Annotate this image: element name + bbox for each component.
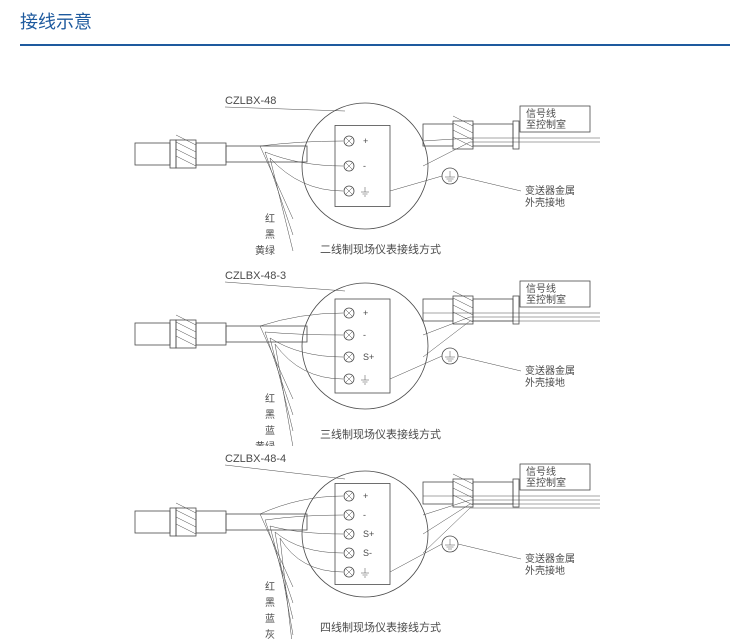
wire-label: 蓝 (265, 613, 275, 625)
terminal-symbol: + (363, 136, 368, 146)
wire-label: 黑 (265, 597, 275, 609)
model-label: CZLBX-48-3 (225, 270, 286, 282)
signal-label-1: 信号线 (526, 465, 556, 478)
signal-label-2: 至控制室 (526, 118, 566, 131)
ground-label-2: 外壳接地 (525, 564, 565, 577)
terminal-symbol: + (363, 491, 368, 501)
header-divider (20, 44, 730, 46)
ground-label-1: 变送器金属 (525, 184, 575, 197)
signal-label-2: 至控制室 (526, 293, 566, 306)
terminal-symbol: S+ (363, 529, 374, 539)
ground-label-2: 外壳接地 (525, 376, 565, 389)
ground-label-2: 外壳接地 (525, 196, 565, 209)
ground-label-1: 变送器金属 (525, 364, 575, 377)
model-label: CZLBX-48 (225, 95, 276, 107)
diagram-caption: 三线制现场仪表接线方式 (320, 427, 441, 441)
terminal-symbol: S- (363, 548, 372, 558)
wire-label: 黄绿 (255, 244, 275, 257)
diagram-two-wire: + - 红黑黄绿 信号线至控制室 变送器金属外壳接地 CZLBX-48 二线制现场… (0, 86, 750, 261)
wire-label: 黑 (265, 229, 275, 241)
diagram-four-wire: +-S+S- 红黑蓝灰黄绿 信号线至控制室 变送器金属外壳接地 CZLBX-48… (0, 444, 750, 639)
signal-label-1: 信号线 (526, 107, 556, 120)
header: 接线示意 (0, 0, 750, 40)
diagram-caption: 二线制现场仪表接线方式 (320, 242, 441, 256)
model-label: CZLBX-48-4 (225, 453, 286, 465)
wire-label: 蓝 (265, 425, 275, 437)
page-title: 接线示意 (20, 12, 92, 32)
wiring-diagram-two-wire: + - 红黑黄绿 信号线至控制室 变送器金属外壳接地 CZLBX-48 二线制现场… (0, 86, 750, 261)
terminal-symbol: - (363, 330, 366, 340)
wire-label: 灰 (265, 628, 275, 639)
signal-label-1: 信号线 (526, 282, 556, 295)
terminal-symbol: - (363, 510, 366, 520)
ground-label-1: 变送器金属 (525, 552, 575, 565)
wire-label: 黑 (265, 409, 275, 421)
terminal-symbol: S+ (363, 352, 374, 362)
signal-label-2: 至控制室 (526, 476, 566, 489)
wire-label: 红 (265, 212, 275, 225)
diagram-three-wire: +-S+ 红黑蓝黄绿 信号线至控制室 变送器金属外壳接地 CZLBX-48-3 … (0, 261, 750, 446)
terminal-symbol: - (363, 161, 366, 171)
wire-label: 红 (265, 392, 275, 405)
wiring-diagram-three-wire: +-S+ 红黑蓝黄绿 信号线至控制室 变送器金属外壳接地 CZLBX-48-3 … (0, 261, 750, 446)
terminal-symbol: + (363, 308, 368, 318)
diagram-caption: 四线制现场仪表接线方式 (320, 620, 441, 634)
wire-label: 红 (265, 580, 275, 593)
wiring-diagram-four-wire: +-S+S- 红黑蓝灰黄绿 信号线至控制室 变送器金属外壳接地 CZLBX-48… (0, 444, 750, 639)
